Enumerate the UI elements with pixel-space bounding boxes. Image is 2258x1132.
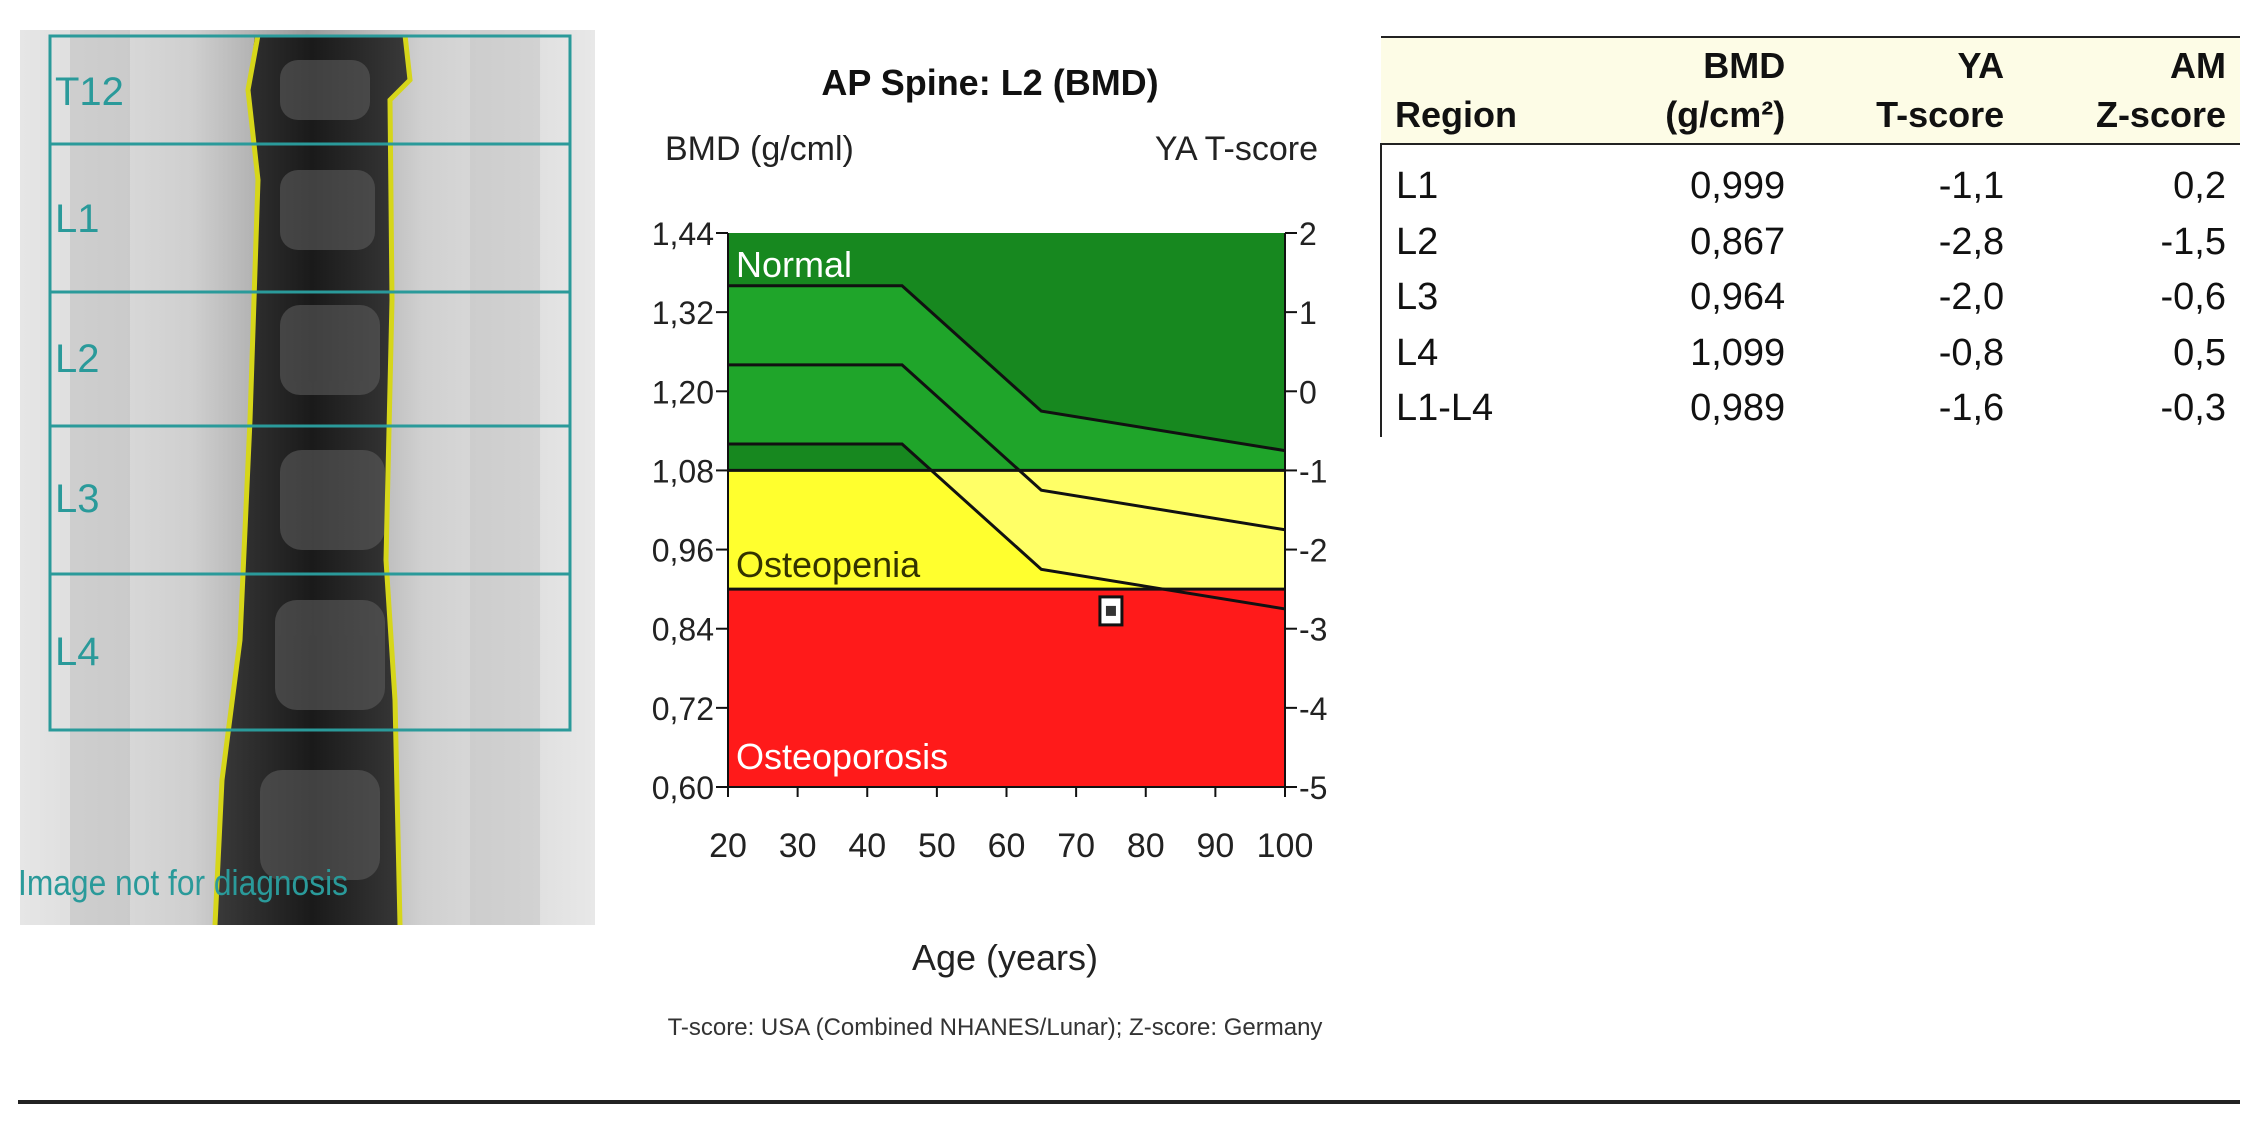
header-ya: YA T-score	[1799, 37, 2018, 144]
cell-t-score: -2,8	[1938, 220, 2005, 263]
vertebra-label-t12: T12	[55, 70, 124, 114]
chart-footnote: T-score: USA (Combined NHANES/Lunar); Z-…	[668, 1014, 1323, 1041]
reference-curve	[728, 284, 1286, 453]
y-axis-label: BMD (g/cml)	[665, 130, 854, 168]
zone-band-osteoporosis	[728, 589, 1285, 787]
x-tick-label: 60	[988, 827, 1026, 865]
reference-band-normal	[728, 285, 1285, 471]
table-row: L4 1,099 -0,8 0,5	[1381, 326, 2240, 382]
zone-label: Osteoporosis	[736, 736, 948, 777]
cell-region: L1-L4	[1396, 387, 1494, 430]
y2-tick-label: -2	[1299, 533, 1327, 569]
x-tick-label: 50	[918, 827, 956, 865]
y2-tick-label: -1	[1299, 453, 1327, 489]
x-axis-label: Age (years)	[912, 937, 1098, 978]
x-tick-label: 90	[1196, 827, 1234, 865]
cell-z-score: 0,2	[2173, 165, 2226, 208]
roi-box-l4	[48, 572, 572, 732]
cell-region: L4	[1396, 331, 1439, 374]
y2-tick-label: -3	[1299, 612, 1327, 648]
spine-outline-right	[383, 34, 413, 926]
header-bmd-unit: (g/cm²)	[1665, 93, 1786, 135]
cell-z-score: 0,5	[2173, 331, 2226, 374]
table-row: L1 0,999 -1,1 0,2	[1381, 144, 2240, 215]
y-tick-label: 0,72	[652, 691, 714, 727]
cell-t-score: -0,8	[1938, 331, 2005, 374]
header-am: AM Z-score	[2018, 37, 2240, 144]
y2-tick-label: -4	[1299, 691, 1327, 727]
y-tick-label: 1,08	[652, 453, 714, 489]
x-tick-label: 100	[1257, 827, 1314, 865]
header-bmd: BMD (g/cm²)	[1592, 37, 1800, 144]
y-tick-label: 0,84	[652, 612, 714, 648]
x-tick-label: 40	[848, 827, 886, 865]
vertebra-label-l3: L3	[55, 477, 100, 521]
cell-z-score: -0,6	[2160, 276, 2226, 319]
table-row: L1-L4 0,989 -1,6 -0,3	[1381, 381, 2240, 437]
vertebra-label-l4: L4	[55, 630, 100, 674]
footer-divider	[18, 1100, 2240, 1104]
header-ya-sub: T-score	[1876, 93, 2005, 135]
watermark-text: Image not for diagnosis	[18, 862, 348, 903]
cell-t-score: -1,1	[1938, 165, 2005, 208]
y-tick-label: 0,96	[652, 533, 714, 569]
table-row: L3 0,964 -2,0 -0,6	[1381, 270, 2240, 326]
zone-label: Osteopenia	[736, 544, 921, 585]
x-tick-label: 80	[1127, 827, 1165, 865]
spine-outline-left	[212, 34, 261, 926]
cell-bmd: 1,099	[1690, 331, 1786, 374]
cell-region: L2	[1396, 220, 1439, 263]
y-tick-label: 1,44	[652, 216, 714, 252]
table-row: L2 0,867 -2,8 -1,5	[1381, 215, 2240, 271]
y2-axis-label: YA T-score	[1155, 130, 1318, 168]
cell-bmd: 0,867	[1690, 220, 1786, 263]
x-tick-label: 70	[1057, 827, 1095, 865]
cell-z-score: -0,3	[2160, 387, 2226, 430]
spine-xray-image: T12 L1 L2 L3 L4 Image not for diagnosis	[18, 30, 595, 926]
y2-tick-label: 0	[1299, 374, 1317, 410]
header-region-label: Region	[1395, 93, 1517, 135]
y-tick-label: 1,20	[652, 374, 714, 410]
cell-bmd: 0,964	[1690, 276, 1786, 319]
header-ya-label: YA	[1957, 45, 2005, 86]
cell-region: L1	[1396, 165, 1439, 208]
zone-label: Normal	[736, 244, 852, 285]
reference-curve	[728, 363, 1286, 532]
cell-bmd: 0,999	[1690, 165, 1786, 208]
x-tick-label: 20	[709, 827, 747, 865]
x-tick-label: 30	[779, 827, 817, 865]
header-am-label: AM	[2170, 45, 2226, 86]
vertebra-label-l2: L2	[55, 337, 100, 381]
results-table: Region BMD (g/cm²) YA T-score AM Z-score…	[1380, 36, 2240, 437]
y2-tick-label: -5	[1299, 770, 1327, 806]
chart-title: AP Spine: L2 (BMD)	[821, 62, 1158, 103]
cell-z-score: -1,5	[2160, 220, 2226, 263]
cell-t-score: -1,6	[1938, 387, 2005, 430]
reference-band-osteopenia	[931, 470, 1285, 590]
header-am-sub: Z-score	[2095, 93, 2226, 135]
header-region: Region	[1381, 37, 1592, 144]
header-bmd-label: BMD	[1703, 45, 1786, 86]
y2-tick-label: 2	[1299, 216, 1317, 252]
y-tick-label: 0,60	[652, 770, 714, 806]
cell-region: L3	[1396, 276, 1439, 319]
y-tick-label: 1,32	[652, 295, 714, 331]
vertebra-label-l1: L1	[55, 197, 100, 241]
table-header-row: Region BMD (g/cm²) YA T-score AM Z-score	[1381, 37, 2240, 145]
patient-marker-dot	[1105, 605, 1116, 616]
y2-tick-label: 1	[1299, 295, 1317, 331]
bmd-chart: AP Spine: L2 (BMD) BMD (g/cml) YA T-scor…	[652, 62, 1328, 1041]
plot-area: Normal Osteopenia Osteoporosis 1,44 1,32 1,20…	[652, 216, 1328, 865]
cell-bmd: 0,989	[1690, 387, 1786, 430]
cell-t-score: -2,0	[1938, 276, 2005, 319]
